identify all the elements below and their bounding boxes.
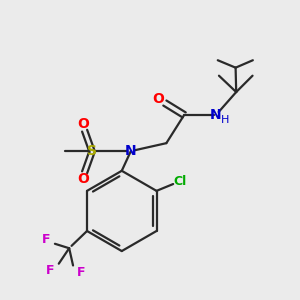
- Text: O: O: [77, 172, 89, 186]
- Text: F: F: [46, 264, 55, 277]
- Text: S: S: [87, 145, 97, 158]
- Text: F: F: [42, 233, 51, 246]
- Text: O: O: [77, 117, 89, 131]
- Text: N: N: [125, 145, 136, 158]
- Text: H: H: [221, 115, 230, 125]
- Text: N: N: [209, 108, 221, 122]
- Text: F: F: [77, 266, 85, 278]
- Text: Cl: Cl: [173, 175, 186, 188]
- Text: O: O: [152, 92, 164, 106]
